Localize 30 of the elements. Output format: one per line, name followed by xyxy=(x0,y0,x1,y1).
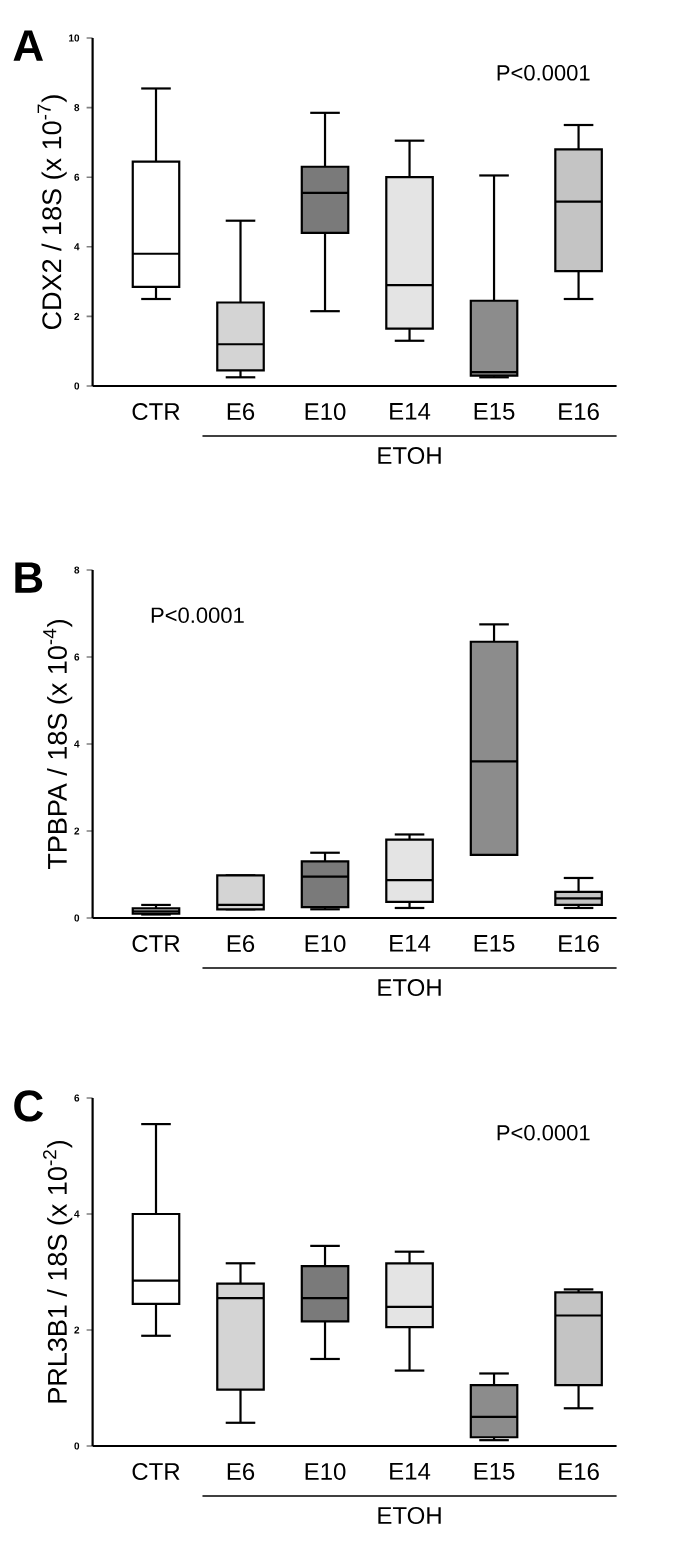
x-tick-label: CTR xyxy=(132,1463,180,1481)
x-tick-label: CTR xyxy=(132,403,180,421)
text: ETOH xyxy=(378,1507,441,1525)
x-tick-label: E16 xyxy=(559,1463,599,1481)
chart-title: A xyxy=(13,30,44,61)
annotation: P<0.0001 xyxy=(151,607,244,624)
text: ETOH xyxy=(378,979,441,997)
x-tick-label: E14 xyxy=(390,403,431,420)
y-axis-title: TPBPA / 18S (x 10$^{-4}$) xyxy=(43,619,73,870)
x-tick-label: E10 xyxy=(305,403,346,421)
x-tick-label: E6 xyxy=(227,1463,255,1481)
text: ETOH xyxy=(378,447,441,465)
x-tick-label: E10 xyxy=(305,935,346,953)
x-tick-label: E15 xyxy=(474,1463,515,1480)
x-tick-label: E15 xyxy=(474,935,515,952)
chart-title: C xyxy=(14,1090,43,1122)
x-tick-label: E10 xyxy=(305,1463,346,1481)
x-tick-label: E14 xyxy=(390,1463,431,1480)
x-tick-label: E15 xyxy=(474,403,515,420)
y-axis-title: CDX2 / 18S (x 10$^{-7}$) xyxy=(37,95,67,330)
annotation: P<0.0001 xyxy=(497,1125,590,1141)
y-axis-title: PRL3B1 / 18S (x 10$^{-2}$) xyxy=(43,1140,73,1403)
x-tick-label: E16 xyxy=(559,935,599,953)
x-tick-label: CTR xyxy=(132,935,180,953)
chart-title: B xyxy=(15,562,43,593)
annotation: P<0.0001 xyxy=(497,65,590,81)
x-tick-label: E6 xyxy=(227,935,255,953)
x-tick-label: E6 xyxy=(227,403,255,421)
x-tick-label: E14 xyxy=(390,935,431,952)
x-tick-label: E16 xyxy=(559,403,599,421)
